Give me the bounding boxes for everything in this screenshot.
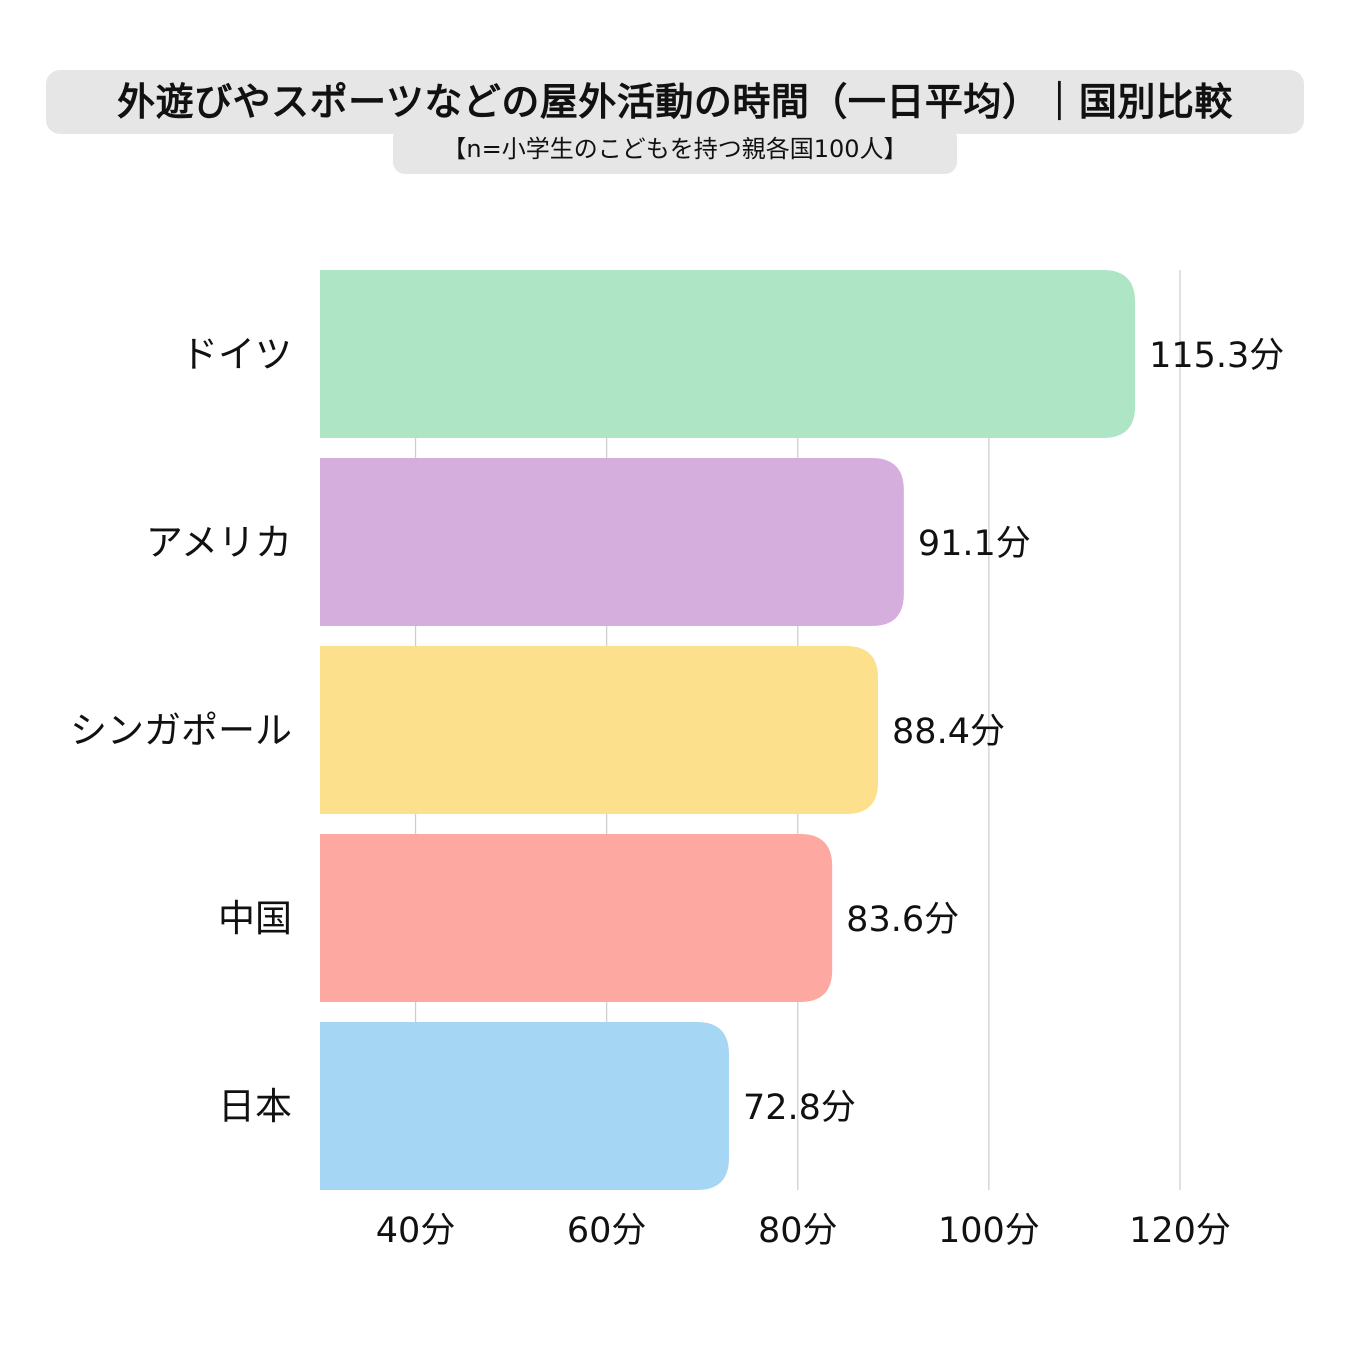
value-label: 88.4分 bbox=[892, 712, 1005, 752]
value-labels: 115.3分 91.1分 88.4分 83.6分 72.8分 bbox=[743, 336, 1284, 1128]
chart-subtitle: 【n=小学生のこどもを持つ親各国100人】 bbox=[442, 135, 908, 163]
bar-4 bbox=[320, 1022, 729, 1190]
value-label: 72.8分 bbox=[743, 1088, 856, 1128]
value-label: 115.3分 bbox=[1149, 336, 1284, 376]
bar-0 bbox=[320, 270, 1136, 438]
bars bbox=[320, 270, 1136, 1190]
bar-2 bbox=[320, 646, 879, 814]
title-background bbox=[46, 70, 1304, 134]
x-tick-label: 60分 bbox=[567, 1211, 647, 1251]
chart-title: 外遊びやスポーツなどの屋外活動の時間（一日平均）｜国別比較 bbox=[117, 80, 1233, 124]
bar-1 bbox=[320, 458, 904, 626]
bar-3 bbox=[320, 834, 833, 1002]
subtitle-background bbox=[393, 126, 957, 174]
category-label: 日本 bbox=[218, 1085, 292, 1128]
x-tick-label: 120分 bbox=[1129, 1211, 1231, 1251]
value-label: 91.1分 bbox=[918, 524, 1031, 564]
category-label: 中国 bbox=[218, 897, 292, 940]
x-tick-labels: 40分 60分 80分 100分 120分 bbox=[376, 1211, 1231, 1251]
category-label: シンガポール bbox=[70, 709, 292, 752]
category-label: ドイツ bbox=[181, 333, 292, 376]
x-tick-label: 40分 bbox=[376, 1211, 456, 1251]
x-tick-label: 80分 bbox=[758, 1211, 838, 1251]
x-tick-label: 100分 bbox=[938, 1211, 1040, 1251]
value-label: 83.6分 bbox=[846, 900, 959, 940]
category-label: アメリカ bbox=[146, 521, 292, 564]
